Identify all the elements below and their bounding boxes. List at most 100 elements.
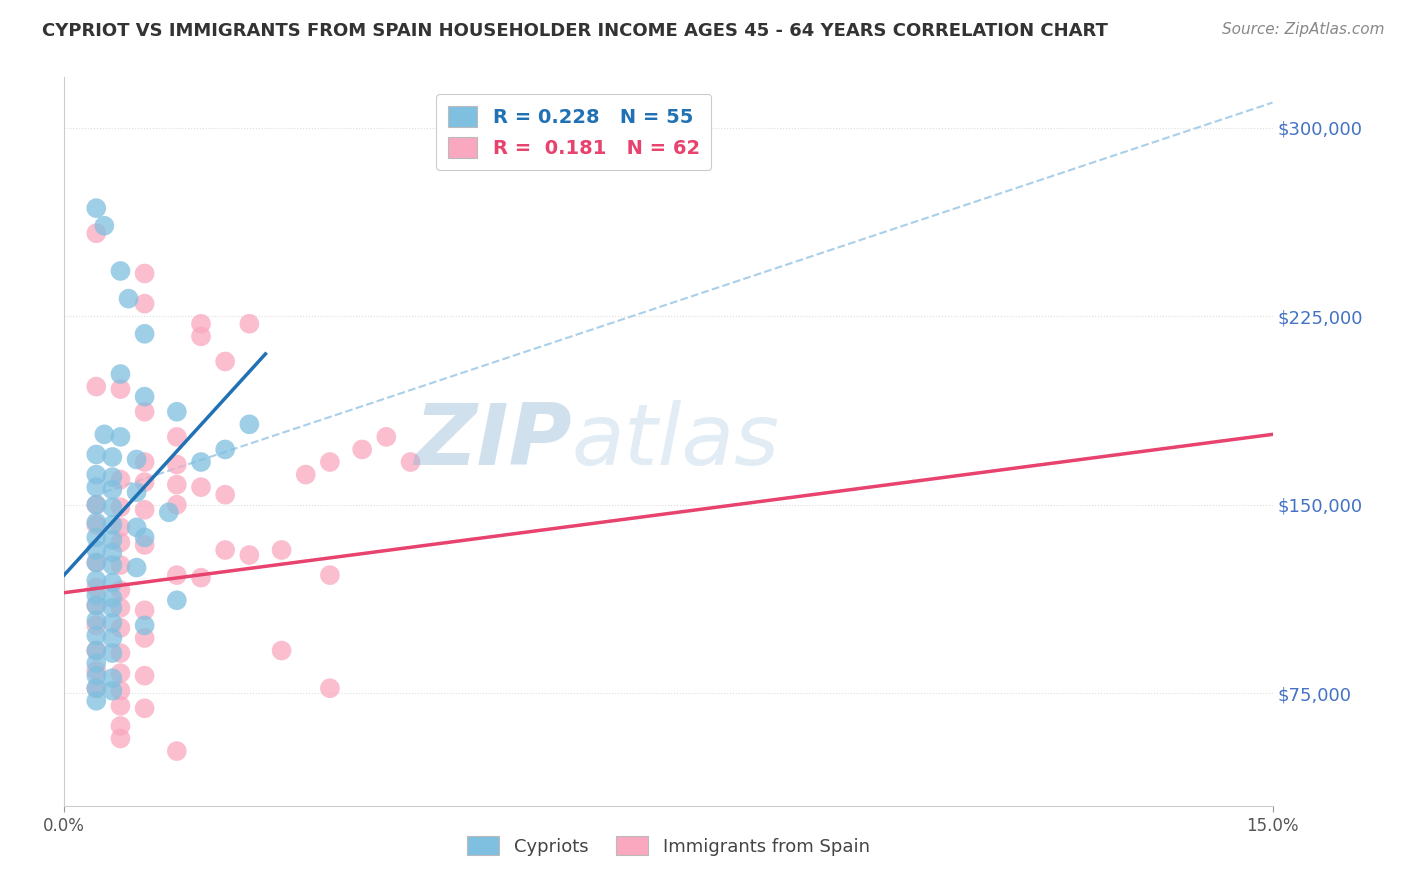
Point xyxy=(190,571,212,585)
Point xyxy=(84,227,107,241)
Point xyxy=(84,599,107,613)
Point xyxy=(93,219,115,233)
Point xyxy=(375,430,398,444)
Point xyxy=(101,631,124,645)
Point xyxy=(101,483,124,497)
Point xyxy=(101,671,124,685)
Point xyxy=(84,498,107,512)
Point xyxy=(84,628,107,642)
Point xyxy=(190,455,212,469)
Point xyxy=(84,498,107,512)
Point xyxy=(166,593,188,607)
Point xyxy=(110,621,132,635)
Point xyxy=(101,533,124,547)
Point xyxy=(84,668,107,682)
Point xyxy=(134,455,156,469)
Point xyxy=(101,575,124,590)
Point xyxy=(166,477,188,491)
Point xyxy=(101,500,124,515)
Point xyxy=(125,452,148,467)
Point xyxy=(84,588,107,602)
Point xyxy=(110,731,132,746)
Point xyxy=(214,354,236,368)
Point xyxy=(84,530,107,544)
Point xyxy=(190,317,212,331)
Point xyxy=(110,500,132,515)
Point xyxy=(117,292,139,306)
Point xyxy=(134,701,156,715)
Point xyxy=(319,455,342,469)
Point xyxy=(238,417,260,432)
Text: ZIP: ZIP xyxy=(413,401,572,483)
Point xyxy=(134,390,156,404)
Point xyxy=(214,442,236,457)
Point xyxy=(110,473,132,487)
Point xyxy=(110,683,132,698)
Point xyxy=(134,296,156,310)
Point xyxy=(101,615,124,630)
Point xyxy=(84,379,107,393)
Point xyxy=(84,643,107,657)
Point xyxy=(110,698,132,713)
Point xyxy=(134,326,156,341)
Point xyxy=(166,498,188,512)
Point xyxy=(93,427,115,442)
Point xyxy=(101,591,124,605)
Text: atlas: atlas xyxy=(572,401,779,483)
Point xyxy=(134,603,156,617)
Point xyxy=(101,600,124,615)
Point xyxy=(84,618,107,632)
Point xyxy=(110,264,132,278)
Point xyxy=(84,664,107,678)
Point xyxy=(84,573,107,587)
Point xyxy=(319,568,342,582)
Point xyxy=(84,656,107,670)
Point xyxy=(238,548,260,562)
Point xyxy=(84,694,107,708)
Point xyxy=(125,520,148,534)
Point xyxy=(101,545,124,559)
Point xyxy=(399,455,422,469)
Point xyxy=(110,367,132,381)
Point xyxy=(270,543,292,558)
Point xyxy=(166,405,188,419)
Point xyxy=(84,681,107,696)
Point xyxy=(84,447,107,461)
Point xyxy=(134,668,156,682)
Point xyxy=(294,467,316,482)
Text: Source: ZipAtlas.com: Source: ZipAtlas.com xyxy=(1222,22,1385,37)
Point xyxy=(134,475,156,489)
Point xyxy=(110,719,132,733)
Point xyxy=(101,683,124,698)
Point xyxy=(134,618,156,632)
Point xyxy=(214,543,236,558)
Point xyxy=(84,201,107,215)
Point xyxy=(110,600,132,615)
Point xyxy=(166,430,188,444)
Point xyxy=(134,502,156,516)
Point xyxy=(101,470,124,484)
Point xyxy=(166,568,188,582)
Point xyxy=(270,643,292,657)
Point xyxy=(84,480,107,494)
Point xyxy=(214,488,236,502)
Point xyxy=(110,535,132,549)
Point xyxy=(125,485,148,500)
Text: CYPRIOT VS IMMIGRANTS FROM SPAIN HOUSEHOLDER INCOME AGES 45 - 64 YEARS CORRELATI: CYPRIOT VS IMMIGRANTS FROM SPAIN HOUSEHO… xyxy=(42,22,1108,40)
Point xyxy=(84,681,107,696)
Point xyxy=(134,631,156,645)
Point xyxy=(110,558,132,572)
Point xyxy=(319,681,342,696)
Point xyxy=(190,480,212,494)
Point xyxy=(110,382,132,396)
Point xyxy=(101,558,124,572)
Point xyxy=(84,556,107,570)
Point xyxy=(110,583,132,598)
Point xyxy=(101,646,124,660)
Point xyxy=(166,744,188,758)
Point xyxy=(157,505,180,519)
Point xyxy=(110,646,132,660)
Point xyxy=(134,530,156,544)
Point xyxy=(238,317,260,331)
Point xyxy=(190,329,212,343)
